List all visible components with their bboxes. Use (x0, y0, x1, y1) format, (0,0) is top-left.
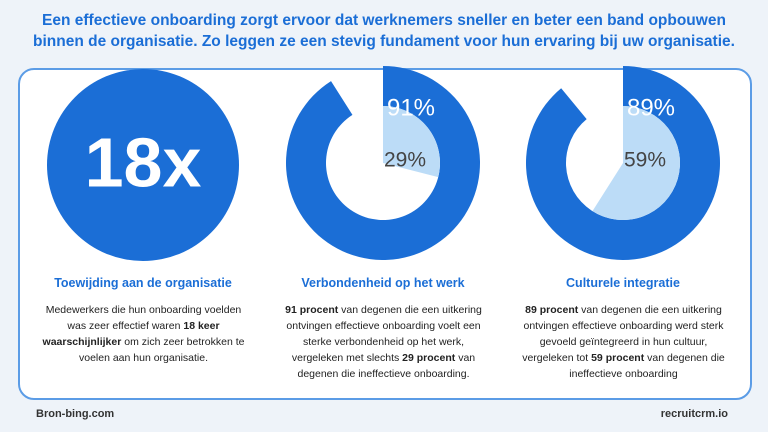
text-run: van degenen die ineffectieve onboarding (569, 352, 725, 380)
panel-heading: Verbondenheid op het werk (301, 276, 465, 290)
text-run: van degenen die een uitkering ontvingen … (522, 304, 724, 364)
text-run: Medewerkers die hun onboarding voelden w… (45, 304, 242, 332)
outer-label: 91% (387, 94, 435, 121)
source: Bron-bing.com (36, 408, 115, 420)
panel-heading: Toewijding aan de organisatie (54, 276, 232, 290)
inner-pie (383, 106, 440, 178)
outer-label: 89% (627, 94, 675, 121)
panel-text: 89 procent van degenen die een uitkering… (516, 302, 731, 382)
text-run: van degenen die een uitkering ontvingen … (286, 304, 482, 364)
outer-ring (285, 66, 480, 260)
inner-pie (592, 106, 680, 220)
text-run: 59 procent (591, 352, 645, 364)
text-run: om zich zeer betrokken te voelen aan hun… (78, 336, 245, 364)
stat: 18x (85, 123, 202, 201)
text-run: 18 keer waarschijnlijker (42, 320, 220, 348)
inner-label: 59% (624, 149, 666, 172)
text-run: 91 procent (285, 304, 339, 316)
title: Een effectieve onboarding zorgt ervoor d… (33, 12, 735, 50)
stat-circle (47, 69, 239, 261)
outer-ring (526, 66, 720, 260)
text-run: 89 procent (525, 304, 579, 316)
panel-text: 91 procent van degenen die een uitkering… (276, 302, 491, 382)
text-run: 29 procent (402, 352, 456, 364)
text-run: van degenen die ineffectieve onboarding. (297, 352, 476, 380)
panel-text: Medewerkers die hun onboarding voelden w… (36, 302, 251, 366)
brand: recruitcrm.io (660, 408, 728, 420)
panel-heading: Culturele integratie (566, 276, 680, 290)
inner-label: 29% (384, 149, 426, 172)
